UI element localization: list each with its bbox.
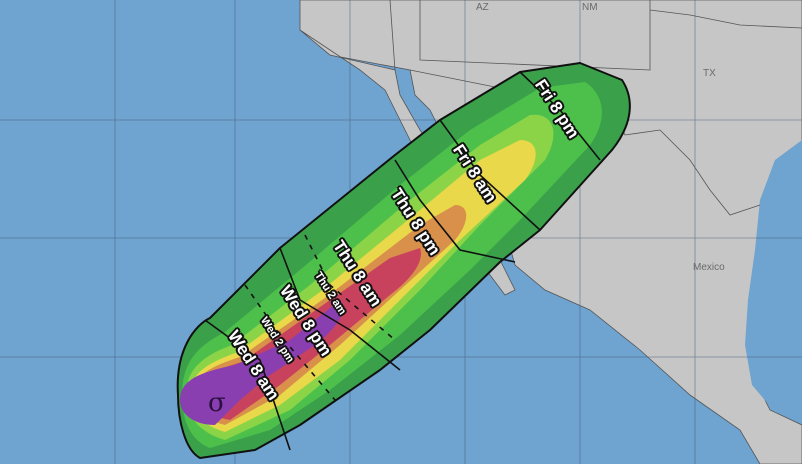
forecast-minor-lines: [244, 234, 396, 401]
place-label-mexico: Mexico: [693, 262, 725, 273]
place-label-tx: TX: [703, 68, 716, 79]
borders: [389, 0, 802, 216]
tropical-cyclone-icon: σ: [208, 388, 226, 418]
forecast-time-lines: [204, 71, 601, 451]
gulf-of-mexico: [745, 140, 802, 420]
place-label-nm: NM: [582, 2, 598, 13]
place-label-az: AZ: [476, 2, 489, 13]
